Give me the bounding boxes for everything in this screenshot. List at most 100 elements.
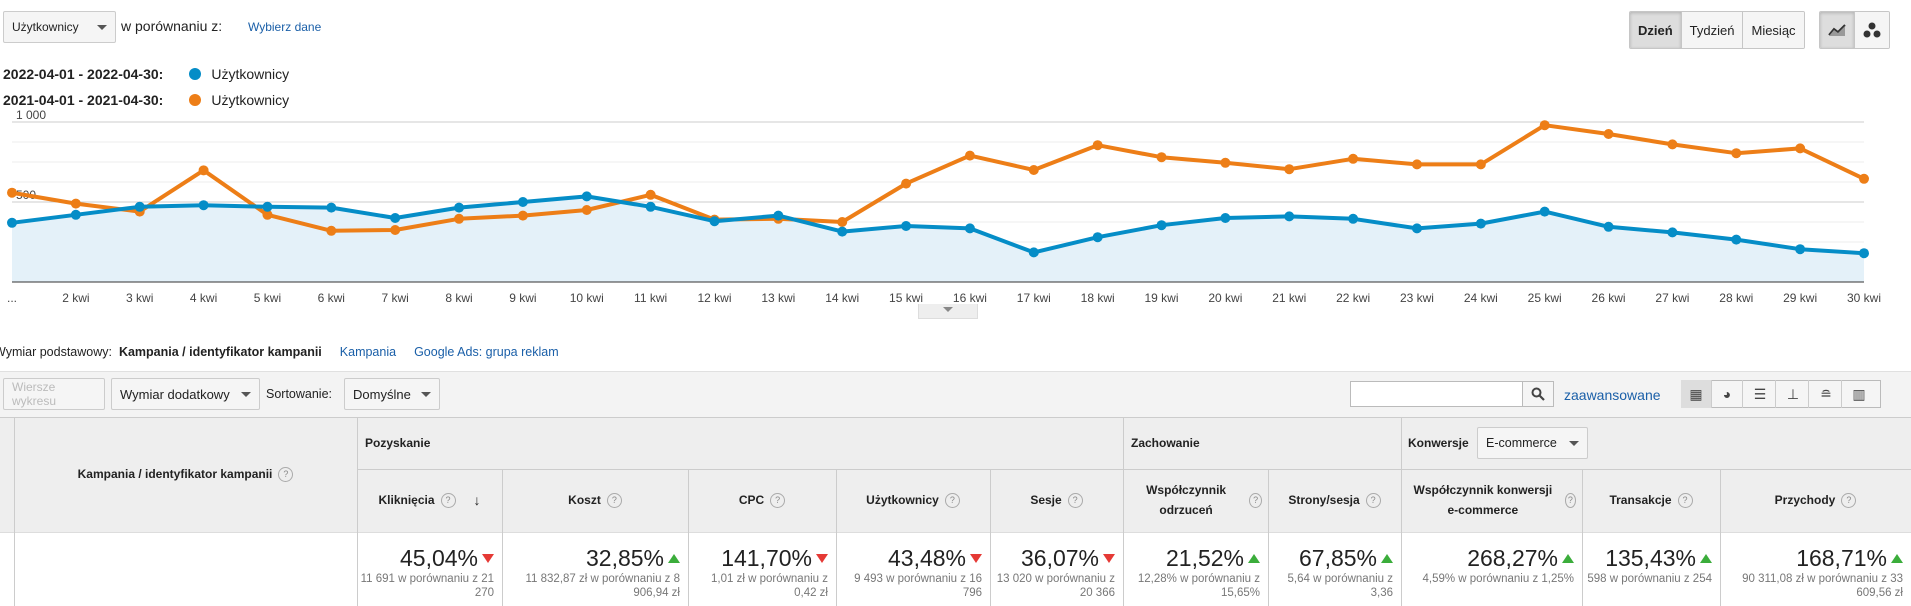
comparison-text: 90 311,08 zł w porównaniu z 33 609,56 zł [1742, 573, 1903, 599]
column-header-1[interactable]: Kliknięcia? ↓ [357, 469, 502, 531]
x-tick-label: 30 kwi [1847, 291, 1881, 305]
column-header-label: Współczynnik odrzuceń [1146, 483, 1227, 517]
series-line [11, 194, 1865, 256]
data-point [1220, 157, 1231, 168]
pivot-view-icon[interactable]: ▥ [1852, 385, 1866, 402]
motion-chart-icon[interactable] [1855, 12, 1889, 48]
summary-cell: 141,70% 1,01 zł w porównaniu z 0,42 zł [688, 531, 836, 606]
metric-select[interactable]: Użytkownicy [3, 11, 116, 43]
sort-select[interactable]: Domyślne [344, 378, 440, 410]
line-chart-icon[interactable] [1820, 12, 1855, 48]
chevron-down-icon [421, 391, 431, 397]
comparison-text: 4,59% w porównaniu z 1,25% [1422, 573, 1574, 585]
column-header-7[interactable]: Strony/sesja? [1268, 469, 1401, 531]
arrow-up-icon [1891, 554, 1903, 563]
dimension-option-adgroup[interactable]: Google Ads: grupa reklam [414, 345, 559, 359]
summary-cell: 268,27% 4,59% w porównaniu z 1,25% [1401, 531, 1582, 606]
data-point [1795, 143, 1806, 154]
dimension-option-campaign[interactable]: Kampania [339, 345, 397, 359]
data-point [837, 226, 848, 237]
data-point [1667, 227, 1678, 238]
x-tick-label: 26 kwi [1592, 291, 1626, 305]
column-header-6[interactable]: Współczynnik odrzuceń? [1123, 469, 1268, 531]
choose-data-link[interactable]: Wybierz dane [248, 20, 322, 34]
data-point [390, 225, 401, 235]
help-icon: ? [944, 492, 960, 508]
data-point [837, 217, 848, 227]
secondary-dimension-label: Wymiar dodatkowy [120, 386, 230, 402]
summary-cell: 43,48% 9 493 w porównaniu z 16 796 [836, 531, 990, 606]
search-icon[interactable] [1522, 381, 1554, 407]
column-header-5[interactable]: Sesje? [990, 469, 1123, 531]
column-header-label: Transakcje [1609, 493, 1672, 507]
column-header-label: Sesje [1030, 493, 1062, 507]
secondary-dimension-select[interactable]: Wymiar dodatkowy [111, 378, 260, 410]
data-point [262, 201, 273, 212]
data-point [709, 216, 720, 227]
change-percent: 268,27% [1467, 545, 1558, 571]
table-search-input[interactable] [1350, 381, 1523, 407]
column-header-10[interactable]: Przychody? [1720, 469, 1911, 531]
dimension-header[interactable]: Kampania / identyfikator kampanii? [14, 417, 357, 531]
pie-view-icon[interactable]: ◕ [1712, 380, 1743, 408]
column-header-2[interactable]: Koszt? [502, 469, 688, 531]
data-point [581, 205, 592, 215]
x-tick-label: ... [7, 291, 17, 305]
comparison-text: 598 w porównaniu z 254 [1587, 573, 1712, 585]
compare-label: w porównaniu z: [121, 18, 223, 34]
help-icon: ? [278, 466, 294, 482]
chart-rows-button[interactable]: Wiersze wykresu [3, 378, 105, 410]
column-header-4[interactable]: Użytkownicy? [836, 469, 990, 531]
x-tick-label: 10 kwi [570, 291, 604, 305]
help-icon: ? [1841, 492, 1857, 508]
column-header-label: Przychody [1774, 493, 1836, 507]
data-point [964, 223, 975, 234]
comparison-text: 5,64 w porównaniu z 3,36 [1287, 573, 1393, 599]
advanced-filter-link[interactable]: zaawansowane [1564, 387, 1661, 403]
data-point [1603, 221, 1614, 232]
series-line [11, 123, 1865, 233]
performance-view-icon[interactable]: ☰ [1745, 380, 1776, 408]
data-point [1539, 206, 1550, 217]
dimension-header-label: Kampania / identyfikator kampanii [77, 467, 273, 481]
chevron-down-icon [241, 391, 251, 397]
chevron-down-icon [1569, 440, 1579, 446]
legend-range: 2021-04-01 - 2021-04-30: [3, 92, 164, 108]
chart-rows-label: Wiersze wykresu [12, 380, 57, 408]
data-point [1092, 140, 1103, 151]
data-point [1028, 165, 1039, 175]
y-tick-label: 1 000 [16, 110, 46, 122]
sort-label: Sortowanie: [266, 387, 333, 401]
period-week-button[interactable]: Tydzień [1681, 12, 1744, 48]
x-tick-label: 28 kwi [1719, 291, 1753, 305]
data-point [1731, 148, 1742, 159]
group-conversions: Konwersje [1408, 436, 1469, 450]
sort-desc-icon[interactable]: ↓ [473, 492, 481, 508]
comparison-view-icon[interactable]: ⊥ [1778, 380, 1809, 408]
summary-cell: 45,04% 11 691 w porównaniu z 21 270 [357, 531, 502, 606]
data-point [517, 210, 528, 221]
help-icon: ? [770, 492, 786, 508]
column-header-9[interactable]: Transakcje? [1582, 469, 1720, 531]
period-month-button[interactable]: Miesiąc [1743, 12, 1804, 48]
column-header-label: CPC [738, 493, 765, 507]
x-tick-label: 4 kwi [190, 291, 217, 305]
x-tick-label: 16 kwi [953, 291, 987, 305]
chart-collapse-handle[interactable] [918, 304, 978, 319]
column-header-3[interactable]: CPC? [688, 469, 836, 531]
x-tick-label: 11 kwi [634, 291, 667, 305]
data-point [1475, 159, 1486, 170]
dimension-label: Wymiar podstawowy: [0, 345, 112, 359]
data-point [1603, 129, 1614, 139]
column-header-8[interactable]: Współczynnik konwersji e-commerce? [1401, 469, 1582, 531]
legend-dot-icon [189, 68, 202, 80]
x-tick-label: 9 kwi [509, 291, 536, 305]
summary-cell: 21,52% 12,28% w porównaniu z 15,65% [1123, 531, 1268, 606]
period-day-button[interactable]: Dzień [1630, 12, 1682, 48]
table-view-icon[interactable]: ▦ [1681, 380, 1712, 408]
conversion-type-select[interactable]: E-commerce [1477, 427, 1588, 459]
column-header-label: Kliknięcia [378, 493, 435, 507]
metric-select-value: Użytkownicy [12, 20, 79, 34]
term-cloud-view-icon[interactable]: ≘ [1811, 380, 1842, 408]
data-point [901, 221, 912, 231]
